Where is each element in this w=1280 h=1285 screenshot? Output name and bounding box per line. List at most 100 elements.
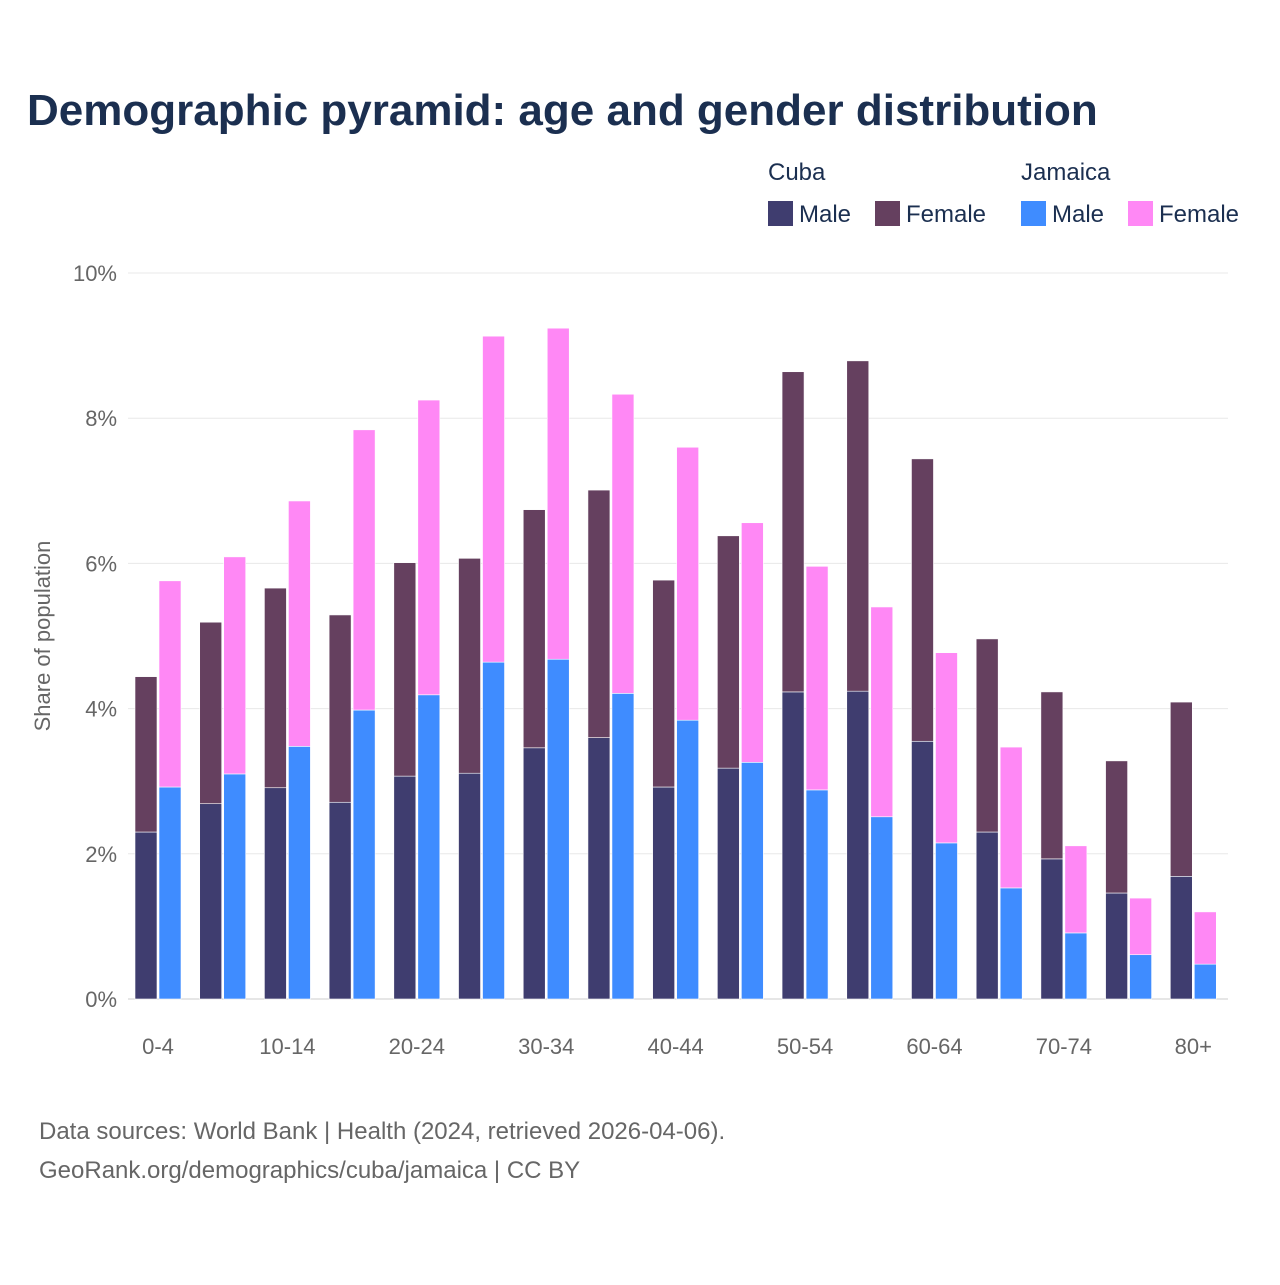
bar-cuba-male <box>1169 876 1193 1000</box>
bar-cuba-male <box>199 803 223 1000</box>
bar-cuba-female <box>652 579 675 788</box>
x-tick-label: 10-14 <box>259 1034 315 1059</box>
bar-jamaica-female <box>741 522 764 763</box>
bar-cuba-male <box>846 690 870 1000</box>
bar-cuba-female <box>1040 691 1064 860</box>
x-tick-label: 80+ <box>1175 1034 1212 1059</box>
bar-jamaica-female <box>1193 911 1217 965</box>
bar-cuba-female <box>975 638 999 833</box>
bar-jamaica-male <box>935 842 958 1000</box>
bar-jamaica-female <box>223 556 247 775</box>
bar-cuba-male <box>781 691 805 1000</box>
bar-jamaica-male <box>999 887 1023 1000</box>
bar-cuba-female <box>458 558 481 774</box>
x-tick-label: 0-4 <box>142 1034 174 1059</box>
bar-jamaica-male <box>805 789 829 1000</box>
bar-cuba-female <box>717 535 740 769</box>
legend: Cuba Jamaica Male Female Male Female <box>768 159 1239 228</box>
bar-jamaica-female <box>870 606 894 818</box>
bar-cuba-female <box>199 621 223 805</box>
legend-label-jamaica-female: Female <box>1159 201 1239 228</box>
bar-cuba-female <box>134 676 158 833</box>
y-tick-label: 8% <box>85 406 117 431</box>
legend-country-jamaica: Jamaica <box>1021 159 1111 186</box>
x-tick-label: 60-64 <box>906 1034 962 1059</box>
bar-jamaica-female <box>999 746 1023 889</box>
x-tick-label: 30-34 <box>518 1034 574 1059</box>
bar-jamaica-female <box>1129 897 1152 956</box>
x-tick-label: 20-24 <box>389 1034 445 1059</box>
x-tick-label: 70-74 <box>1036 1034 1092 1059</box>
bar-cuba-male <box>717 767 740 1000</box>
legend-swatch-jamaica-female <box>1128 201 1153 226</box>
bars <box>134 327 1217 1000</box>
bar-cuba-male <box>1040 858 1064 1000</box>
bar-jamaica-female <box>935 652 958 844</box>
legend-label-jamaica-male: Male <box>1052 201 1104 228</box>
bar-cuba-female <box>911 458 934 742</box>
bar-cuba-male <box>652 786 675 1000</box>
x-axis-ticks: 0-4 10-14 20-24 30-34 40-44 50-54 60-64 70-74 80… <box>142 1034 1212 1059</box>
legend-swatch-cuba-male <box>768 201 793 226</box>
y-tick-label: 10% <box>73 261 117 286</box>
bar-jamaica-female <box>352 429 376 711</box>
legend-label-cuba-female: Female <box>906 201 986 228</box>
bar-cuba-male <box>264 787 287 1000</box>
legend-country-cuba: Cuba <box>768 159 826 186</box>
bar-jamaica-male <box>546 658 570 1000</box>
chart-title: Demographic pyramid: age and gender dist… <box>27 86 1098 135</box>
bar-cuba-male <box>975 831 999 1000</box>
bar-cuba-male <box>134 831 158 1000</box>
footer-url: GeoRank.org/demographics/cuba/jamaica | … <box>39 1157 580 1184</box>
bar-jamaica-male <box>741 762 764 1000</box>
bar-jamaica-male <box>1129 954 1152 1000</box>
bar-jamaica-female <box>546 327 570 660</box>
bar-jamaica-female <box>805 566 829 791</box>
bar-cuba-male <box>1105 892 1128 1000</box>
y-tick-label: 0% <box>85 987 117 1012</box>
bar-cuba-male <box>458 772 481 1000</box>
bar-jamaica-male <box>158 786 182 1000</box>
bar-jamaica-male <box>611 693 635 1000</box>
legend-label-cuba-male: Male <box>799 201 851 228</box>
bar-jamaica-male <box>1064 932 1088 1000</box>
bar-cuba-male <box>522 747 546 1000</box>
bar-cuba-female <box>781 371 805 693</box>
bar-cuba-female <box>328 614 352 803</box>
x-tick-label: 40-44 <box>648 1034 704 1059</box>
y-axis-ticks: 0% 2% 4% 6% 8% 10% <box>73 261 117 1012</box>
bar-jamaica-female <box>288 500 311 747</box>
y-tick-label: 2% <box>85 842 117 867</box>
bar-jamaica-male <box>352 709 376 1000</box>
bar-cuba-female <box>587 489 611 738</box>
footer-source: Data sources: World Bank | Health (2024,… <box>39 1118 725 1145</box>
bar-jamaica-female <box>417 399 441 696</box>
bar-cuba-male <box>587 737 611 1000</box>
y-tick-label: 6% <box>85 551 117 576</box>
bar-jamaica-male <box>676 719 699 1000</box>
bar-jamaica-female <box>1064 845 1088 934</box>
bar-jamaica-male <box>223 773 247 1000</box>
bar-jamaica-female <box>482 335 505 663</box>
y-axis-label: Share of population <box>30 541 55 732</box>
bar-cuba-female <box>264 587 287 789</box>
bar-jamaica-male <box>288 746 311 1000</box>
bar-cuba-female <box>846 360 870 692</box>
y-tick-label: 4% <box>85 697 117 722</box>
bar-jamaica-male <box>417 694 441 1000</box>
bar-cuba-female <box>1105 760 1128 894</box>
bar-cuba-female <box>1169 701 1193 877</box>
legend-swatch-cuba-female <box>875 201 900 226</box>
bar-cuba-male <box>393 775 417 1000</box>
bar-jamaica-male <box>482 661 505 1000</box>
bar-cuba-male <box>911 740 934 1000</box>
bar-cuba-female <box>522 509 546 749</box>
bar-jamaica-male <box>1193 963 1217 1000</box>
bar-jamaica-female <box>158 580 182 788</box>
bar-jamaica-male <box>870 816 894 1000</box>
bar-jamaica-female <box>611 393 635 694</box>
bar-cuba-male <box>328 801 352 1000</box>
legend-swatch-jamaica-male <box>1021 201 1046 226</box>
bar-jamaica-female <box>676 446 699 721</box>
